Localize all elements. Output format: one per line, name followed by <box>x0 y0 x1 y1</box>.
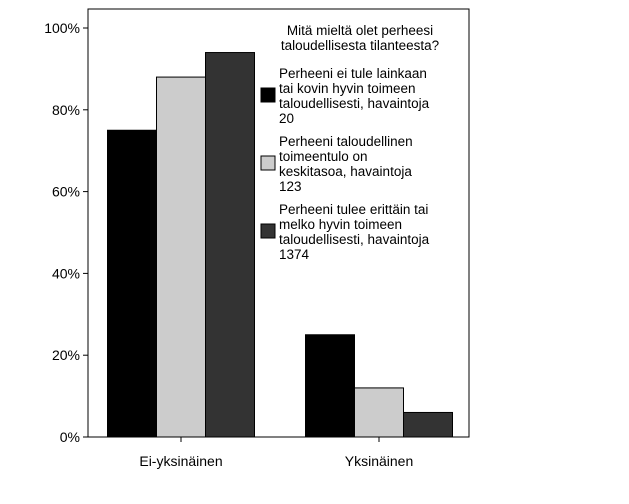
x-tick-label: Yksinäinen <box>345 453 414 469</box>
bar <box>354 387 404 438</box>
x-tick-label: Ei-yksinäinen <box>139 453 222 469</box>
legend-label: melko hyvin toimeen <box>279 217 402 232</box>
y-tick-label: 40% <box>52 265 80 281</box>
legend-label: Perheeni taloudellinen <box>279 134 413 149</box>
legend-swatch <box>260 155 276 171</box>
legend-title: taloudellisesta tilanteesta? <box>281 38 439 53</box>
legend-swatch <box>260 223 276 239</box>
y-axis: 0% 20% 40% 60% 80% 100% <box>44 20 88 445</box>
legend-label: 1374 <box>279 247 310 262</box>
bars <box>107 52 453 438</box>
legend-label: tai kovin hyvin toimeen <box>279 81 416 96</box>
bar <box>156 76 206 438</box>
legend-label: keskitasoa, havaintoja <box>279 164 412 179</box>
legend-label: 20 <box>279 111 294 126</box>
y-tick-label: 20% <box>52 347 80 363</box>
x-axis: Ei-yksinäinen Yksinäinen <box>139 437 413 469</box>
y-tick-label: 0% <box>60 429 80 445</box>
y-tick-label: 100% <box>44 20 80 36</box>
legend-label: Perheeni tulee erittäin tai <box>279 202 428 217</box>
y-tick-label: 60% <box>52 184 80 200</box>
legend-label: taloudellisesti, havaintoja <box>279 232 430 247</box>
y-tick-label: 80% <box>52 102 80 118</box>
legend-label: 123 <box>279 179 302 194</box>
legend-swatch <box>260 87 276 103</box>
legend-title: Mitä mieltä olet perheesi <box>287 23 433 38</box>
legend-label: toimeentulo on <box>279 149 368 164</box>
bar <box>107 129 157 438</box>
bar <box>205 52 255 438</box>
legend: Mitä mieltä olet perheesitaloudellisesta… <box>260 23 439 262</box>
legend-label: Perheeni ei tule lainkaan <box>279 66 427 81</box>
bar <box>403 411 453 438</box>
bar <box>305 334 355 438</box>
legend-label: taloudellisesti, havaintoja <box>279 96 430 111</box>
